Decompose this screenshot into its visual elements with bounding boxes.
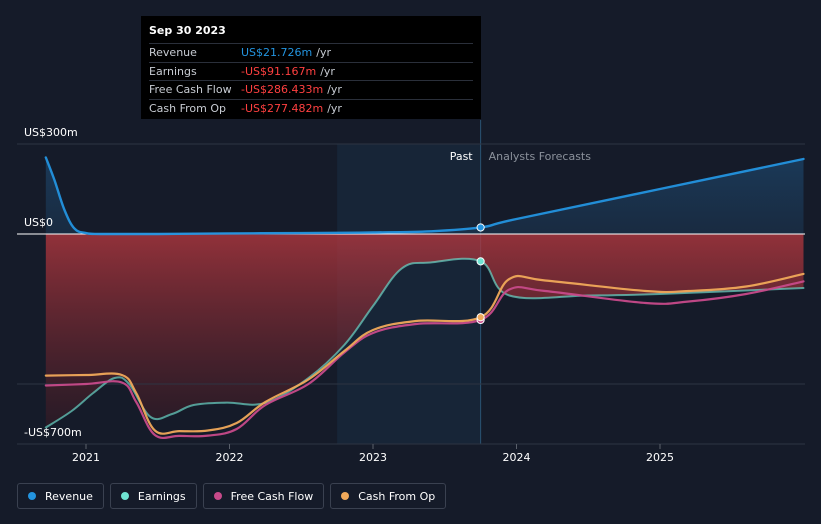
marker-revenue (476, 223, 485, 232)
tooltip-label: Earnings (149, 64, 197, 78)
legend-label: Cash From Op (358, 489, 436, 503)
data-tooltip: Sep 30 2023 Revenue US$21.726m/yr Earnings… (141, 16, 481, 119)
y-tick-label: -US$700m (24, 426, 82, 439)
tooltip-value: US$21.726m (241, 46, 313, 60)
x-tick-label: 2022 (216, 451, 244, 464)
x-tick-label: 2024 (503, 451, 531, 464)
y-tick-label: US$300m (24, 126, 78, 139)
chart-markers (476, 223, 485, 325)
series-line-free-cash-flow (44, 280, 805, 440)
tooltip-label: Free Cash Flow (149, 83, 232, 97)
chart-lines (44, 156, 805, 440)
y-axis-ticks: US$300m US$0 -US$700m (24, 126, 82, 439)
tooltip-unit: /yr (327, 101, 342, 115)
legend-dot-icon (120, 492, 129, 500)
legend-item-free-cash-flow[interactable]: Free Cash Flow (202, 483, 325, 509)
tooltip-label: Cash From Op (149, 101, 227, 115)
x-tick-label: 2021 (72, 451, 100, 464)
tooltip-unit: /yr (320, 64, 335, 78)
tooltip-row: Earnings -US$91.167m/yr (149, 61, 473, 81)
legend-item-earnings[interactable]: Earnings (109, 483, 197, 509)
tooltip-value: -US$286.433m (241, 83, 324, 97)
past-label: Past (450, 150, 474, 163)
tooltip-value: -US$91.167m (241, 64, 317, 78)
legend-dot-icon (28, 492, 36, 500)
legend-dot-icon (213, 492, 222, 500)
tooltip-row: Free Cash Flow -US$286.433m/yr (149, 80, 473, 99)
tooltip-row: Cash From Op -US$277.482m/yr (149, 98, 473, 118)
line-chart: US$300m US$0 -US$700m 2021 2022 2023 2024 2025… (17, 120, 805, 464)
tooltip-date: Sep 30 2023 (149, 24, 226, 37)
marker-earnings (476, 257, 485, 266)
legend-item-cash-from-op[interactable]: Cash From Op (330, 483, 447, 509)
x-tick-label: 2025 (646, 451, 674, 464)
legend-label: Revenue (45, 489, 93, 503)
tooltip-label: Revenue (149, 46, 197, 60)
earnings-area (45, 234, 804, 428)
tooltip-unit: /yr (316, 46, 331, 60)
tooltip-unit: /yr (327, 83, 342, 97)
chart-fills (45, 157, 804, 428)
tooltip-row: Revenue US$21.726m/yr (149, 43, 473, 62)
tooltip-value: -US$277.482m (241, 101, 324, 115)
series-line-revenue (44, 156, 805, 236)
x-axis-ticks: 2021 2022 2023 2024 2025 (72, 444, 674, 464)
forecast-label: Analysts Forecasts (489, 150, 592, 163)
series-line-cash-from-op (44, 272, 805, 435)
y-tick-label: US$0 (24, 216, 53, 229)
legend-label: Free Cash Flow (230, 489, 314, 503)
marker-cash-from-op (476, 313, 485, 322)
legend-label: Earnings (137, 489, 186, 503)
legend-dot-icon (341, 492, 350, 500)
revenue-area (45, 157, 804, 235)
chart-grid (17, 143, 805, 445)
chart-legend: Revenue Earnings Free Cash Flow Cash From O… (17, 483, 447, 509)
legend-item-revenue[interactable]: Revenue (17, 483, 104, 509)
x-tick-label: 2023 (359, 451, 387, 464)
